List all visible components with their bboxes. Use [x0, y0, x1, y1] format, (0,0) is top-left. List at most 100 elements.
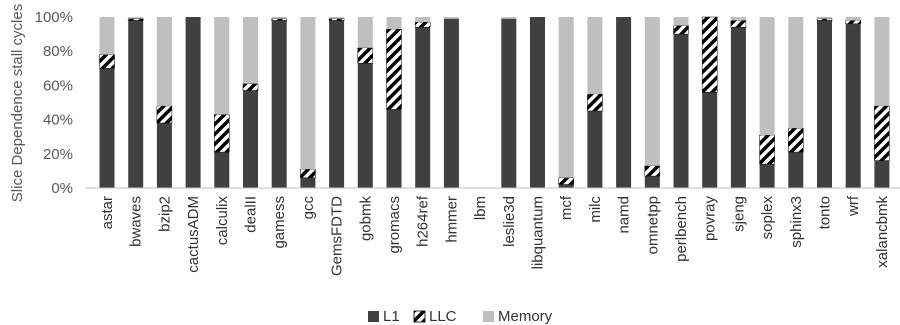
legend: L1 LLC Memory: [368, 308, 553, 325]
bar-segment-l1-wrf: [845, 23, 861, 188]
bar-segment-memory-gemsfdtd: [329, 17, 345, 19]
bar-segment-l1-milc: [587, 111, 603, 188]
bar-segment-l1-h264ref: [415, 27, 431, 188]
bar-segment-memory-leslie3d: [501, 17, 517, 19]
bar-segment-llc-perlbench: [673, 25, 689, 35]
bar-segment-memory-tonto: [817, 17, 832, 19]
bar-segment-llc-sjeng: [730, 20, 747, 28]
bar-segment-memory-bwaves: [128, 17, 144, 19]
bar-segment-llc-milc: [587, 93, 603, 112]
category-label: GemsFDTD: [329, 196, 346, 276]
bar-segment-llc-gromacs: [386, 28, 402, 110]
bar-segment-l1-dealii: [243, 90, 258, 188]
bar-segment-memory-gromacs: [386, 17, 402, 29]
y-tick-label: 80%: [43, 43, 73, 60]
category-label: mcf: [558, 195, 575, 220]
bar-segment-l1-leslie3d: [501, 18, 517, 189]
bar-segment-l1-gobmk: [357, 63, 373, 189]
bars-group: [99, 16, 890, 189]
bar-segment-l1-soplex: [759, 164, 775, 188]
category-label: hmmer: [443, 196, 460, 243]
category-label: povray: [702, 196, 719, 242]
bar-segment-memory-gobmk: [357, 17, 373, 48]
bar-segment-l1-sjeng: [730, 27, 746, 188]
category-label: h264ref: [415, 195, 432, 247]
bar-segment-llc-h264ref: [414, 21, 431, 28]
bar-segment-memory-gamess: [271, 17, 287, 19]
category-label: sphinx3: [788, 196, 805, 248]
bar-segment-llc-dealii: [242, 83, 259, 91]
category-label: bwaves: [128, 196, 145, 247]
category-label: dealII: [243, 196, 260, 233]
legend-label-llc: LLC: [429, 308, 457, 325]
legend-swatch-l1: [368, 311, 379, 322]
bar-segment-llc-povray: [701, 16, 718, 93]
bar-segment-l1-xalancbmk: [874, 160, 890, 188]
y-tick-label: 100%: [35, 9, 73, 26]
bar-segment-memory-perlbench: [673, 17, 689, 26]
category-label: gromacs: [386, 196, 403, 254]
bar-segment-l1-gemsfdtd: [329, 20, 345, 189]
bar-segment-llc-tonto: [816, 18, 833, 21]
bar-segment-l1-bzip2: [156, 123, 172, 188]
category-label: libquantum: [530, 196, 547, 269]
category-label: gamess: [271, 196, 288, 249]
bar-segment-memory-calculix: [214, 17, 230, 115]
bar-segment-l1-omnetpp: [644, 176, 660, 188]
bar-segment-llc-gamess: [271, 18, 287, 21]
bar-segment-memory-mcf: [558, 17, 574, 178]
category-label: lbm: [472, 196, 489, 220]
bar-segment-memory-bzip2: [156, 17, 172, 106]
bar-segment-l1-cactusadm: [185, 17, 201, 188]
category-label: leslie3d: [501, 196, 518, 247]
bar-segment-memory-gcc: [300, 17, 316, 170]
bar-segment-memory-omnetpp: [644, 17, 660, 166]
category-label: perlbench: [673, 196, 690, 262]
bar-segment-llc-wrf: [845, 20, 861, 25]
bar-segment-memory-wrf: [845, 17, 861, 21]
bar-segment-memory-sphinx3: [788, 17, 804, 129]
bar-segment-l1-bwaves: [128, 20, 144, 189]
bar-segment-l1-gcc: [300, 177, 316, 188]
bar-segment-l1-tonto: [817, 20, 832, 189]
category-label: astar: [99, 196, 116, 229]
bar-segment-l1-mcf: [558, 184, 574, 188]
category-labels: astar bwaves bzip2 cactusADM calculix dealII g…: [99, 195, 891, 276]
bar-segment-l1-astar: [99, 68, 115, 188]
y-tick-label: 60%: [43, 77, 73, 94]
bar-segment-llc-soplex: [759, 134, 775, 165]
bar-segment-l1-sphinx3: [788, 152, 804, 188]
bar-segment-llc-mcf: [558, 177, 574, 185]
bar-segment-llc-bwaves: [127, 18, 144, 21]
bar-segment-llc-gemsfdtd: [328, 18, 345, 21]
bar-segment-llc-calculix: [214, 114, 230, 153]
category-label: wrf: [845, 195, 862, 217]
bar-segment-memory-h264ref: [415, 17, 431, 23]
bar-segment-l1-gamess: [271, 20, 287, 189]
category-label: gobmk: [357, 196, 374, 242]
bar-segment-l1-hmmer: [443, 18, 459, 189]
bar-segment-memory-soplex: [759, 17, 775, 135]
bar-segment-l1-calculix: [214, 152, 230, 188]
bar-segment-l1-perlbench: [673, 34, 689, 188]
category-label: milc: [587, 196, 604, 223]
bar-segment-llc-xalancbmk: [874, 105, 890, 161]
category-label: soplex: [759, 196, 776, 240]
y-axis-title-group: Slice Dependence stall cycles: [9, 4, 26, 202]
bar-segment-memory-dealii: [243, 17, 258, 84]
category-label: xalancbmk: [874, 196, 891, 268]
bar-segment-memory-astar: [99, 17, 115, 55]
legend-label-memory: Memory: [498, 308, 553, 325]
bar-segment-llc-omnetpp: [644, 165, 661, 177]
category-label: sjeng: [730, 196, 747, 232]
category-label: calculix: [214, 196, 231, 246]
bar-segment-llc-astar: [99, 54, 115, 69]
legend-swatch-memory: [483, 311, 494, 322]
category-label: namd: [616, 196, 633, 234]
bar-segment-l1-gromacs: [386, 109, 402, 188]
category-label: tonto: [817, 196, 834, 229]
legend-label-l1: L1: [383, 308, 400, 325]
y-axis-title: Slice Dependence stall cycles: [9, 4, 26, 202]
category-label: bzip2: [156, 196, 173, 232]
